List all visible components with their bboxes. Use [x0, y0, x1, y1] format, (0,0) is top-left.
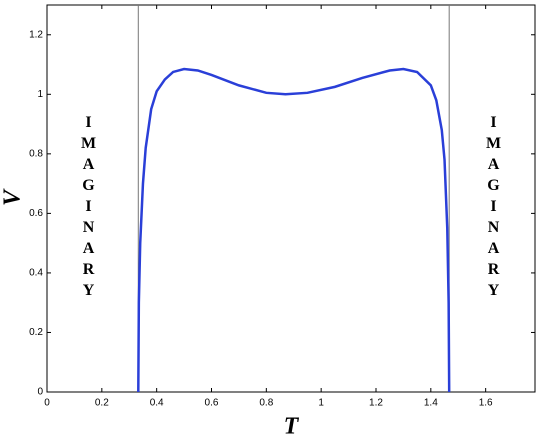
curve — [137, 67, 451, 393]
y-tick-label: 0.6 — [29, 208, 43, 219]
annotation: IMAGINARY — [485, 114, 502, 303]
x-tick-label: 1.6 — [479, 398, 493, 409]
x-tick-label: 0 — [44, 398, 50, 409]
y-tick-label: 0.8 — [29, 148, 43, 159]
y-tick-label: 1.2 — [29, 29, 43, 40]
y-tick-label: 1 — [37, 89, 43, 100]
annotation: IMAGINARY — [80, 114, 97, 303]
x-tick-label: 1 — [318, 398, 324, 409]
x-tick-label: 0.8 — [259, 398, 273, 409]
y-tick-label: 0 — [37, 387, 43, 398]
x-tick-label: 0.2 — [95, 398, 109, 409]
y-tick-label: 0.2 — [29, 327, 43, 338]
x-tick-label: 0.4 — [150, 398, 164, 409]
x-tick-label: 1.4 — [424, 398, 438, 409]
x-tick-label: 0.6 — [205, 398, 219, 409]
y-tick-label: 0.4 — [29, 268, 43, 279]
x-axis-label: T — [284, 414, 300, 440]
x-tick-label: 1.2 — [369, 398, 383, 409]
y-axis-label: V — [0, 188, 26, 206]
plot-frame — [46, 4, 536, 393]
